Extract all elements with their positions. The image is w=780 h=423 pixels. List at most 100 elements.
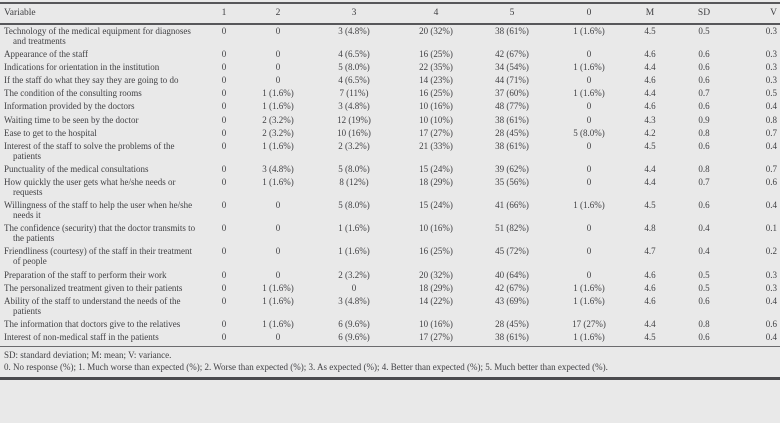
cell-variable: The condition of the consulting rooms: [4, 88, 142, 99]
cell-0: 1 (1.6%): [573, 26, 605, 36]
table-row: Punctuality of the medical consultations…: [0, 163, 780, 176]
cell-2: 0: [275, 75, 281, 86]
cell-mean: 4.3: [644, 114, 656, 125]
cell-mean: 4.8: [644, 223, 656, 234]
cell-sd: 0.6: [698, 331, 710, 342]
cell-5: 34 (54%): [495, 62, 529, 73]
cell-5: 45 (72%): [495, 246, 529, 257]
table-row: Appearance of the staff 0 0 4 (6.5%) 16 …: [0, 48, 780, 61]
cell-sd: 0.6: [698, 75, 710, 86]
cell-3: 6 (9.6%): [338, 331, 370, 342]
cell-variable: Interest of the staff to solve the probl…: [4, 140, 175, 161]
cell-mean: 4.7: [644, 246, 656, 257]
cell-1: 0: [221, 88, 227, 99]
cell-1: 0: [221, 101, 227, 112]
cell-0: 0: [586, 101, 592, 112]
cell-4: 15 (24%): [419, 200, 453, 211]
cell-5: 38 (61%): [495, 114, 529, 125]
cell-2: 1 (1.6%): [262, 140, 294, 151]
cell-1: 0: [221, 75, 227, 86]
cell-variable: Ease to get to the hospital: [4, 127, 97, 138]
cell-sd: 0.7: [698, 176, 710, 187]
cell-4: 14 (22%): [419, 295, 453, 306]
cell-3: 12 (19%): [337, 114, 371, 125]
cell-variance: 0.4: [765, 101, 777, 112]
cell-mean: 4.5: [644, 200, 656, 211]
cell-variable: Preparation of the staff to perform thei…: [4, 269, 167, 280]
cell-0: 0: [586, 176, 592, 187]
cell-0: 0: [586, 163, 592, 174]
cell-3: 3 (4.8%): [338, 101, 370, 112]
table-row: Waiting time to be seen by the doctor 0 …: [0, 114, 780, 127]
table-row: Information provided by the doctors 0 1 …: [0, 100, 780, 113]
footnote-scale-legend: 0. No response (%); 1. Much worse than e…: [4, 361, 608, 372]
cell-variance: 0.7: [765, 127, 777, 138]
cell-3: 2 (3.2%): [338, 140, 370, 151]
cell-variance: 0.3: [765, 269, 777, 280]
table-row: The confidence (security) that the docto…: [0, 222, 780, 245]
cell-variable: Waiting time to be seen by the doctor: [4, 114, 139, 125]
cell-0: 1 (1.6%): [573, 88, 605, 99]
cell-sd: 0.5: [698, 282, 710, 293]
footnote-abbreviations: SD: standard deviation; M: mean; V: vari…: [4, 350, 172, 361]
cell-5: 28 (45%): [495, 318, 529, 329]
cell-3: 1 (1.6%): [338, 223, 370, 234]
cell-5: 42 (67%): [495, 49, 529, 60]
cell-4: 14 (23%): [419, 75, 453, 86]
cell-0: 1 (1.6%): [573, 331, 605, 342]
cell-1: 0: [221, 127, 227, 138]
cell-1: 0: [221, 114, 227, 125]
cell-5: 43 (69%): [495, 295, 529, 306]
table-row: The condition of the consulting rooms 0 …: [0, 87, 780, 100]
table-footnotes: SD: standard deviation; M: mean; V: vari…: [0, 346, 780, 381]
cell-sd: 0.8: [698, 318, 710, 329]
cell-variance: 0.3: [765, 75, 777, 86]
cell-4: 10 (10%): [419, 114, 453, 125]
column-header-2: 2: [250, 3, 306, 25]
cell-variance: 0.2: [765, 246, 777, 257]
cell-mean: 4.4: [644, 318, 656, 329]
cell-variance: 0.3: [765, 62, 777, 73]
cell-1: 0: [221, 200, 227, 211]
cell-4: 15 (24%): [419, 163, 453, 174]
cell-0: 0: [586, 269, 592, 280]
column-header-variable: Variable: [0, 3, 198, 25]
cell-variable: Appearance of the staff: [4, 49, 89, 60]
cell-0: 5 (8.0%): [573, 127, 605, 138]
cell-sd: 0.4: [698, 223, 710, 234]
cell-5: 40 (64%): [495, 269, 529, 280]
table-row: Preparation of the staff to perform thei…: [0, 269, 780, 282]
cell-1: 0: [221, 295, 227, 306]
cell-variable: Interest of non-medical staff in the pat…: [4, 331, 159, 342]
cell-2: 0: [275, 246, 281, 257]
cell-sd: 0.6: [698, 200, 710, 211]
cell-2: 0: [275, 269, 281, 280]
cell-variable: Information provided by the doctors: [4, 101, 135, 112]
column-header-5: 5: [470, 3, 554, 25]
cell-mean: 4.2: [644, 127, 656, 138]
cell-3: 7 (11%): [339, 88, 369, 99]
cell-1: 0: [221, 223, 227, 234]
cell-3: 1 (1.6%): [338, 246, 370, 257]
cell-4: 16 (25%): [419, 49, 453, 60]
cell-1: 0: [221, 246, 227, 257]
cell-variance: 0.6: [765, 176, 777, 187]
column-header-4: 4: [402, 3, 470, 25]
cell-3: 6 (9.6%): [338, 318, 370, 329]
cell-variance: 0.1: [765, 223, 777, 234]
cell-0: 0: [586, 140, 592, 151]
cell-2: 3 (4.8%): [262, 163, 294, 174]
cell-variable: If the staff do what they say they are g…: [4, 75, 179, 86]
cell-variable: The information that doctors give to the…: [4, 318, 181, 329]
cell-4: 18 (29%): [419, 282, 453, 293]
table-body: Technology of the medical equipment for …: [0, 24, 780, 344]
cell-3: 0: [351, 282, 357, 293]
table-row: Friendliness (courtesy) of the staff in …: [0, 245, 780, 268]
cell-0: 0: [586, 246, 592, 257]
cell-variable: Technology of the medical equipment for …: [4, 26, 191, 47]
table-row: Interest of non-medical staff in the pat…: [0, 331, 780, 344]
cell-sd: 0.6: [698, 140, 710, 151]
cell-2: 0: [275, 62, 281, 73]
cell-5: 41 (66%): [495, 200, 529, 211]
cell-variable: Punctuality of the medical consultations: [4, 163, 149, 174]
